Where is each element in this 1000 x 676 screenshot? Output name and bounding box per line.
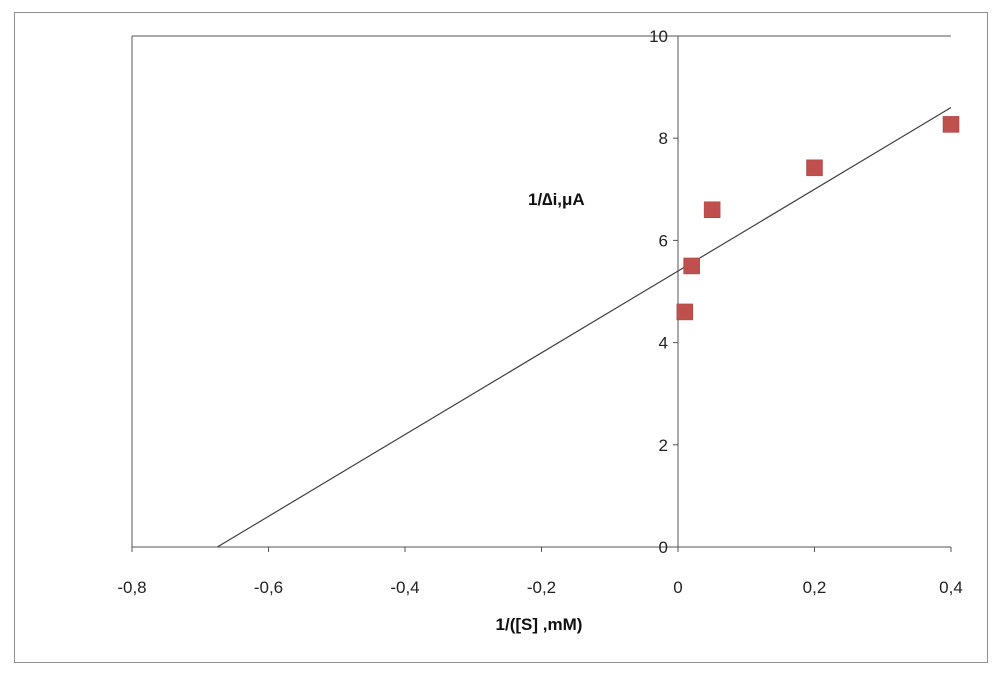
x-tick-label: -0,6: [254, 578, 283, 597]
data-point-marker: [806, 159, 823, 177]
y-tick-label: 0: [659, 538, 668, 557]
x-tick-label: -0,8: [117, 578, 146, 597]
y-tick-label: 4: [659, 334, 668, 353]
chart-frame: -0,8 -0,6 -0,4 -0,2 0 0,2 0,4 0 2 4 6 8 10 1/∆i,μA …: [14, 12, 988, 663]
x-axis-title: 1/([S] ,mM): [496, 615, 583, 634]
x-tick-label: -0,4: [390, 578, 419, 597]
trendline-group: [217, 107, 952, 548]
x-tick-labels: -0,8 -0,6 -0,4 -0,2 0 0,2 0,4: [117, 578, 962, 597]
x-tick-label: -0,2: [527, 578, 556, 597]
y-tick-label: 8: [659, 129, 668, 148]
data-point-marker: [703, 201, 721, 218]
y-tick-label: 2: [659, 436, 668, 455]
plot-area: [132, 36, 951, 547]
data-point-marker: [676, 303, 694, 321]
y-tick-labels: 0 2 4 6 8 10: [649, 27, 668, 557]
y-tick-label: 10: [649, 27, 668, 46]
y-tick-label: 6: [659, 231, 668, 250]
data-point-marker: [683, 257, 700, 275]
axes: [131, 35, 952, 552]
x-tick-label: 0,4: [939, 578, 963, 597]
data-points: [676, 116, 960, 321]
data-point-marker: [942, 116, 960, 133]
y-axis-title: 1/∆i,μA: [528, 190, 585, 209]
trendline: [217, 107, 952, 548]
x-tick-label: 0,2: [803, 578, 827, 597]
x-tick-label: 0: [673, 578, 682, 597]
